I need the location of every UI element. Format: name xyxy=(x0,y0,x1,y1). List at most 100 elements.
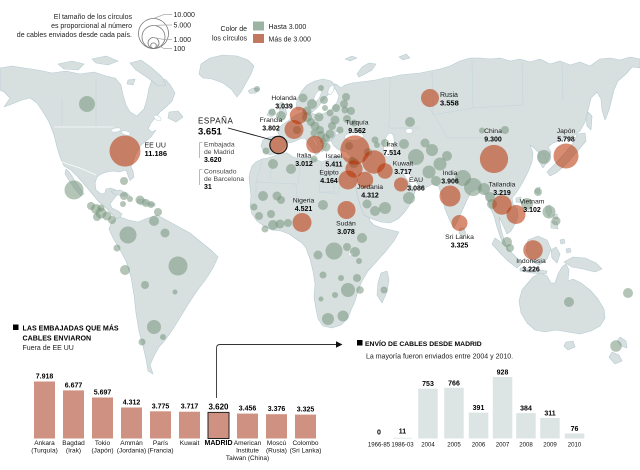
svg-text:31: 31 xyxy=(204,184,212,191)
svg-text:3.325: 3.325 xyxy=(451,243,469,250)
svg-text:3.717: 3.717 xyxy=(394,169,412,176)
svg-text:5.798: 5.798 xyxy=(557,137,575,144)
svg-text:Fuera de EE UU: Fuera de EE UU xyxy=(23,345,74,352)
svg-text:3.620: 3.620 xyxy=(208,402,229,411)
svg-text:Taiwan (China): Taiwan (China) xyxy=(226,455,269,462)
svg-text:100: 100 xyxy=(174,46,186,53)
svg-text:China: China xyxy=(484,128,502,135)
svg-text:(Turquía): (Turquía) xyxy=(31,448,58,455)
svg-text:(Sri Lanka): (Sri Lanka) xyxy=(290,448,322,455)
svg-text:Color de: Color de xyxy=(221,26,248,33)
svg-text:LAS EMBAJADAS QUE MÁS: LAS EMBAJADAS QUE MÁS xyxy=(23,324,119,333)
svg-text:3.717: 3.717 xyxy=(181,404,199,411)
svg-text:Francia: Francia xyxy=(260,117,283,124)
svg-text:EE UU: EE UU xyxy=(145,143,166,150)
svg-text:(Irak): (Irak) xyxy=(66,448,81,455)
svg-text:6.677: 6.677 xyxy=(65,382,83,389)
svg-text:311: 311 xyxy=(544,410,555,417)
svg-text:3.086: 3.086 xyxy=(407,186,425,193)
svg-text:La mayoría fueron enviados ent: La mayoría fueron enviados entre 2004 y … xyxy=(366,354,513,361)
svg-text:CABLES ENVIARON: CABLES ENVIARON xyxy=(23,335,92,343)
svg-text:Vietnam: Vietnam xyxy=(520,199,545,206)
svg-text:(Francia): (Francia) xyxy=(147,448,173,455)
svg-text:(Jordania): (Jordania) xyxy=(117,448,146,455)
svg-text:3.620: 3.620 xyxy=(204,157,222,164)
svg-text:Kuwait: Kuwait xyxy=(393,161,414,168)
svg-text:10.000: 10.000 xyxy=(174,12,196,19)
svg-text:7.918: 7.918 xyxy=(36,374,54,381)
svg-text:Jordania: Jordania xyxy=(357,184,383,191)
svg-text:Institute: Institute xyxy=(236,448,259,455)
svg-text:5.000: 5.000 xyxy=(174,23,192,30)
svg-text:4.312: 4.312 xyxy=(361,193,379,200)
svg-text:9.562: 9.562 xyxy=(348,128,366,135)
svg-text:11: 11 xyxy=(399,429,407,436)
svg-text:Hasta 3.000: Hasta 3.000 xyxy=(269,24,307,31)
svg-text:los círculos: los círculos xyxy=(212,36,248,43)
svg-text:3.802: 3.802 xyxy=(262,126,280,133)
svg-text:(Rusia): (Rusia) xyxy=(266,448,287,455)
svg-text:Colombo: Colombo xyxy=(292,440,318,447)
svg-text:0: 0 xyxy=(377,430,381,437)
svg-text:2008: 2008 xyxy=(519,442,533,449)
svg-text:de Madrid: de Madrid xyxy=(204,149,234,156)
svg-text:de Barcelona: de Barcelona xyxy=(204,176,244,183)
svg-text:4.312: 4.312 xyxy=(123,400,141,407)
svg-text:928: 928 xyxy=(497,370,509,377)
svg-text:es proporcional al número: es proporcional al número xyxy=(51,23,132,30)
svg-text:766: 766 xyxy=(448,380,460,387)
svg-text:EAU: EAU xyxy=(409,177,423,184)
svg-text:Sri Lanka: Sri Lanka xyxy=(445,234,474,241)
svg-text:384: 384 xyxy=(520,406,532,413)
svg-text:3.039: 3.039 xyxy=(275,104,293,111)
svg-text:2009: 2009 xyxy=(543,442,557,449)
svg-text:5.411: 5.411 xyxy=(325,161,342,168)
svg-text:3.651: 3.651 xyxy=(198,127,222,138)
svg-text:4.521: 4.521 xyxy=(295,206,313,213)
svg-text:3.775: 3.775 xyxy=(152,403,170,410)
svg-text:Israel: Israel xyxy=(326,153,343,160)
svg-text:de cables enviados desde cada: de cables enviados desde cada país. xyxy=(17,32,132,39)
svg-text:MADRID: MADRID xyxy=(205,440,233,447)
svg-text:2006: 2006 xyxy=(472,442,486,449)
svg-text:Moscú: Moscú xyxy=(267,440,287,447)
svg-text:76: 76 xyxy=(571,426,579,433)
svg-text:1966-85: 1966-85 xyxy=(368,442,391,449)
svg-text:11.186: 11.186 xyxy=(145,149,168,158)
svg-text:2010: 2010 xyxy=(568,442,582,449)
svg-text:American: American xyxy=(234,440,262,447)
svg-text:3.325: 3.325 xyxy=(297,407,315,414)
svg-text:Indonesia: Indonesia xyxy=(516,258,546,265)
svg-text:Ammán: Ammán xyxy=(120,440,143,447)
svg-text:Embajada: Embajada xyxy=(204,142,235,149)
svg-text:Consulado: Consulado xyxy=(204,169,237,176)
svg-text:Bagdad: Bagdad xyxy=(62,440,85,447)
svg-text:Sudán: Sudán xyxy=(336,221,356,228)
svg-text:1986-03: 1986-03 xyxy=(391,442,414,449)
svg-text:Holanda: Holanda xyxy=(271,95,297,102)
svg-text:Irak: Irak xyxy=(386,142,398,149)
svg-text:391: 391 xyxy=(473,405,485,412)
svg-text:Japón: Japón xyxy=(557,128,576,135)
svg-text:3.219: 3.219 xyxy=(493,190,511,197)
svg-text:El tamaño de los círculos: El tamaño de los círculos xyxy=(54,14,133,21)
svg-text:2005: 2005 xyxy=(447,442,461,449)
svg-text:ESPAÑA: ESPAÑA xyxy=(198,117,234,126)
svg-text:ENVÍO DE CABLES DESDE MADRID: ENVÍO DE CABLES DESDE MADRID xyxy=(365,339,482,348)
svg-text:Egipto: Egipto xyxy=(319,170,338,177)
svg-text:India: India xyxy=(443,170,458,177)
svg-text:3.906: 3.906 xyxy=(441,179,459,186)
svg-text:7.514: 7.514 xyxy=(383,150,401,157)
svg-text:Rusia: Rusia xyxy=(440,92,458,99)
svg-text:Tokio: Tokio xyxy=(95,440,111,447)
svg-text:3.456: 3.456 xyxy=(239,406,257,413)
svg-text:París: París xyxy=(153,440,169,447)
svg-text:4.164: 4.164 xyxy=(320,178,338,185)
svg-text:Tailandia: Tailandia xyxy=(489,182,516,189)
svg-text:3.558: 3.558 xyxy=(440,99,459,108)
svg-text:Kuwait: Kuwait xyxy=(180,440,200,447)
svg-text:Italia: Italia xyxy=(297,153,312,160)
svg-text:3.376: 3.376 xyxy=(268,406,286,413)
svg-text:2007: 2007 xyxy=(496,442,510,449)
svg-text:3.102: 3.102 xyxy=(523,207,541,214)
